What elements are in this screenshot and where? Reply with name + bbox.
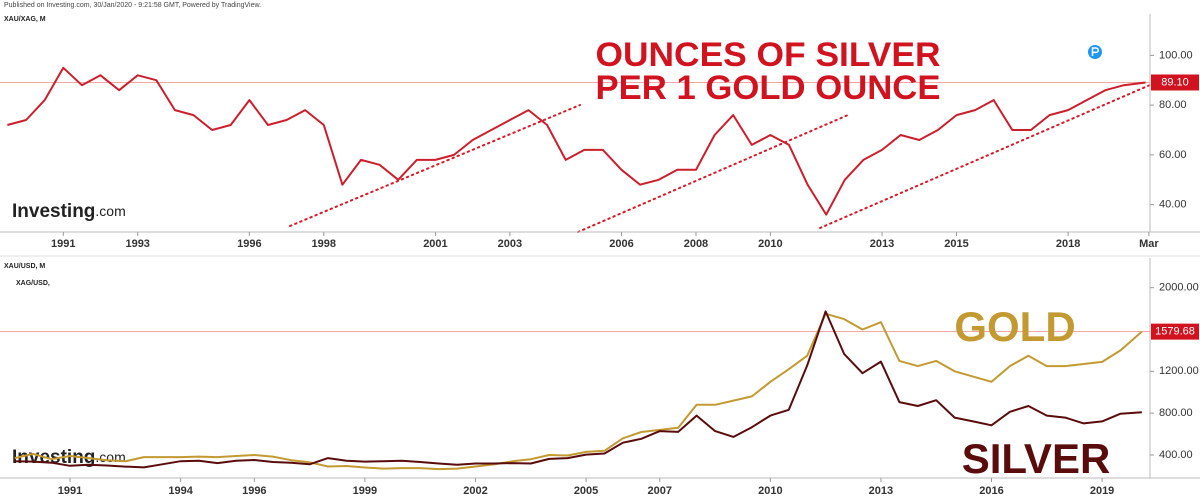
x-tick-label: 2019 bbox=[1090, 485, 1114, 497]
y-tick-label: 80.00 bbox=[1159, 99, 1187, 111]
x-tick-label: 2018 bbox=[1056, 238, 1080, 250]
x-tick-label: 1991 bbox=[58, 485, 82, 497]
x-tick-label: 1993 bbox=[125, 238, 149, 250]
x-tick-label: 2010 bbox=[758, 238, 782, 250]
published-note: Published on Investing.com, 30/Jan/2020 … bbox=[4, 2, 261, 9]
x-tick-label: 1996 bbox=[237, 238, 261, 250]
x-tick-label: 2002 bbox=[463, 485, 487, 497]
x-tick-label: Mar bbox=[1139, 238, 1159, 250]
x-tick-label: 2006 bbox=[609, 238, 633, 250]
y-tick-label: 400.00 bbox=[1159, 449, 1193, 461]
last-value-badge bbox=[1151, 74, 1199, 91]
x-tick-label: 1999 bbox=[353, 485, 377, 497]
x-tick-label: 2001 bbox=[423, 238, 447, 250]
x-tick-label: 2015 bbox=[944, 238, 968, 250]
last-value-badge bbox=[1151, 323, 1199, 340]
x-tick-label: 2013 bbox=[869, 485, 893, 497]
annotation: PER 1 GOLD OUNCE bbox=[596, 69, 941, 107]
y-tick-label: 40.00 bbox=[1159, 199, 1187, 211]
series-line bbox=[14, 310, 1142, 469]
logo: Investing.com bbox=[12, 201, 126, 222]
x-tick-label: 1994 bbox=[168, 485, 193, 497]
trend-line bbox=[819, 84, 1151, 229]
x-tick-label: 1991 bbox=[51, 238, 75, 250]
x-tick-label: 2005 bbox=[574, 485, 598, 497]
x-tick-label: 2007 bbox=[648, 485, 672, 497]
legend-label: SILVER bbox=[962, 435, 1111, 482]
panel-title: XAU/XAG, M bbox=[4, 16, 46, 23]
y-tick-label: 1200.00 bbox=[1159, 365, 1199, 377]
x-tick-label: 2008 bbox=[684, 238, 708, 250]
series-line bbox=[7, 66, 1146, 216]
series-line bbox=[14, 312, 1143, 471]
panel: XAU/USD, M XAG/USD, 400.00 800.00 1200.00 200… bbox=[0, 258, 1200, 497]
logo-word: Investing bbox=[12, 447, 95, 468]
x-tick-label: 2003 bbox=[498, 238, 522, 250]
y-tick-label: 100.00 bbox=[1159, 49, 1193, 61]
panel-subtitle: XAG/USD, bbox=[16, 280, 50, 287]
x-tick-label: 2010 bbox=[758, 485, 782, 497]
annotation: OUNCES OF SILVER bbox=[596, 36, 941, 74]
panel: XAU/XAG, M 40.00 60.00 80.00 100.00 1991 1993 1… bbox=[0, 14, 1200, 250]
y-tick-label: 2000.00 bbox=[1159, 282, 1199, 294]
y-tick-label: 60.00 bbox=[1159, 149, 1187, 161]
logo-suffix: .com bbox=[95, 203, 125, 219]
x-tick-label: 1996 bbox=[242, 485, 266, 497]
legend-label: GOLD bbox=[954, 303, 1075, 350]
y-tick-label: 800.00 bbox=[1159, 407, 1193, 419]
p-icon-glyph bbox=[1091, 47, 1099, 56]
trend-line bbox=[577, 114, 849, 233]
x-tick-label: 2016 bbox=[979, 485, 1003, 497]
x-tick-label: 1998 bbox=[312, 238, 336, 250]
logo-word: Investing bbox=[12, 201, 95, 222]
last-value-label: 89.10 bbox=[1161, 76, 1189, 88]
last-value-label: 1579.68 bbox=[1155, 326, 1195, 338]
trend-lines bbox=[289, 84, 1151, 233]
panel-title: XAU/USD, M bbox=[4, 263, 45, 270]
x-tick-label: 2013 bbox=[870, 238, 894, 250]
logo-suffix: .com bbox=[95, 449, 125, 465]
